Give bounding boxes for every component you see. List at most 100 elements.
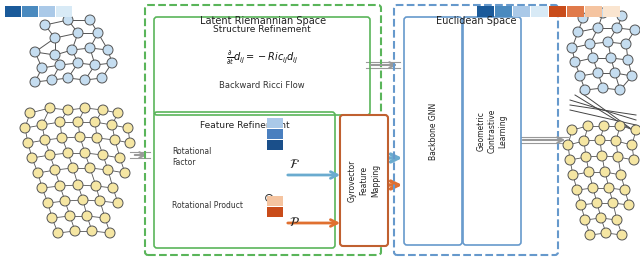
Circle shape bbox=[63, 15, 73, 25]
Bar bbox=[267, 118, 283, 128]
Text: Euclidean Space: Euclidean Space bbox=[436, 16, 516, 26]
Text: Rotational
Factor: Rotational Factor bbox=[172, 147, 211, 167]
Circle shape bbox=[85, 163, 95, 173]
Circle shape bbox=[585, 39, 595, 49]
Circle shape bbox=[615, 85, 625, 95]
Circle shape bbox=[603, 37, 613, 47]
Text: Rotational Product: Rotational Product bbox=[172, 200, 243, 210]
Circle shape bbox=[596, 213, 606, 223]
Bar bbox=[22, 6, 38, 17]
Circle shape bbox=[592, 198, 602, 208]
Circle shape bbox=[37, 183, 47, 193]
Circle shape bbox=[107, 58, 117, 68]
Circle shape bbox=[585, 230, 595, 240]
Circle shape bbox=[621, 39, 631, 49]
Text: Gyrovector
Feature
Mapping: Gyrovector Feature Mapping bbox=[348, 159, 380, 202]
Text: $\mathcal{F}$: $\mathcal{F}$ bbox=[289, 158, 300, 171]
Bar bbox=[495, 6, 512, 17]
Circle shape bbox=[70, 226, 80, 236]
Circle shape bbox=[87, 226, 97, 236]
Circle shape bbox=[601, 228, 611, 238]
Circle shape bbox=[80, 103, 90, 113]
Circle shape bbox=[581, 152, 591, 162]
FancyBboxPatch shape bbox=[404, 17, 462, 245]
Circle shape bbox=[613, 152, 623, 162]
Circle shape bbox=[45, 150, 55, 160]
Circle shape bbox=[107, 120, 117, 130]
Circle shape bbox=[60, 196, 70, 206]
Circle shape bbox=[33, 168, 43, 178]
Circle shape bbox=[573, 27, 583, 37]
Circle shape bbox=[47, 213, 57, 223]
Circle shape bbox=[113, 108, 123, 118]
Bar bbox=[267, 129, 283, 139]
Bar bbox=[477, 6, 494, 17]
Circle shape bbox=[617, 11, 627, 21]
Circle shape bbox=[73, 28, 83, 38]
Circle shape bbox=[123, 123, 133, 133]
Circle shape bbox=[627, 140, 637, 150]
Circle shape bbox=[120, 168, 130, 178]
Circle shape bbox=[50, 50, 60, 60]
Circle shape bbox=[78, 195, 88, 205]
Circle shape bbox=[125, 138, 135, 148]
Circle shape bbox=[30, 47, 40, 57]
Circle shape bbox=[55, 117, 65, 127]
Circle shape bbox=[575, 71, 585, 81]
Text: Backward Ricci Flow: Backward Ricci Flow bbox=[219, 81, 305, 91]
Circle shape bbox=[103, 165, 113, 175]
Circle shape bbox=[576, 200, 586, 210]
Circle shape bbox=[73, 58, 83, 68]
Circle shape bbox=[47, 75, 57, 85]
Circle shape bbox=[584, 167, 594, 177]
Circle shape bbox=[610, 68, 620, 78]
Circle shape bbox=[85, 43, 95, 53]
Circle shape bbox=[95, 196, 105, 206]
Circle shape bbox=[623, 55, 633, 65]
Circle shape bbox=[588, 53, 598, 63]
Text: $\otimes$: $\otimes$ bbox=[263, 193, 275, 205]
Bar bbox=[5, 6, 21, 17]
Circle shape bbox=[91, 181, 101, 191]
Circle shape bbox=[110, 135, 120, 145]
Bar bbox=[549, 6, 566, 17]
Circle shape bbox=[73, 117, 83, 127]
Circle shape bbox=[25, 108, 35, 118]
Circle shape bbox=[90, 60, 100, 70]
Circle shape bbox=[588, 183, 598, 193]
Circle shape bbox=[100, 213, 110, 223]
Bar bbox=[603, 6, 620, 17]
Circle shape bbox=[98, 150, 108, 160]
Circle shape bbox=[631, 125, 640, 135]
Circle shape bbox=[616, 170, 626, 180]
Circle shape bbox=[115, 153, 125, 163]
Circle shape bbox=[82, 211, 92, 221]
Circle shape bbox=[630, 25, 640, 35]
Circle shape bbox=[604, 183, 614, 193]
Text: $\frac{\partial}{\partial t}d_{ij}=-Ric_{ij}d_{ij}$: $\frac{\partial}{\partial t}d_{ij}=-Ric_… bbox=[226, 49, 298, 67]
Circle shape bbox=[37, 120, 47, 130]
Circle shape bbox=[598, 83, 608, 93]
Circle shape bbox=[40, 20, 50, 30]
Circle shape bbox=[113, 198, 123, 208]
Text: Geometric
Contrastive
Learning: Geometric Contrastive Learning bbox=[477, 109, 507, 153]
Text: Latent Riemannian Space: Latent Riemannian Space bbox=[200, 16, 326, 26]
Circle shape bbox=[85, 15, 95, 25]
Circle shape bbox=[63, 105, 73, 115]
Bar bbox=[513, 6, 530, 17]
Circle shape bbox=[608, 198, 618, 208]
Circle shape bbox=[611, 136, 621, 146]
Circle shape bbox=[63, 73, 73, 83]
Text: $\mathcal{P}$: $\mathcal{P}$ bbox=[289, 217, 300, 229]
Circle shape bbox=[579, 136, 589, 146]
Bar bbox=[585, 6, 602, 17]
Circle shape bbox=[598, 8, 608, 18]
Circle shape bbox=[80, 75, 90, 85]
Circle shape bbox=[624, 200, 634, 210]
Circle shape bbox=[45, 103, 55, 113]
Circle shape bbox=[98, 105, 108, 115]
Circle shape bbox=[565, 155, 575, 165]
Circle shape bbox=[570, 57, 580, 67]
Text: Feature Refinement: Feature Refinement bbox=[200, 121, 289, 129]
Circle shape bbox=[50, 165, 60, 175]
